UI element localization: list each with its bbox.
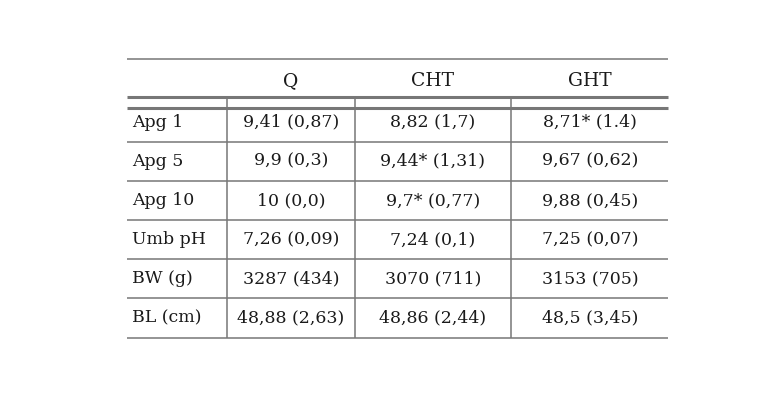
Text: 8,71* (1.4): 8,71* (1.4) xyxy=(543,114,637,130)
Text: Umb pH: Umb pH xyxy=(132,231,206,248)
Text: 9,9 (0,3): 9,9 (0,3) xyxy=(254,153,328,170)
Text: 10 (0,0): 10 (0,0) xyxy=(257,192,325,209)
Text: 9,41 (0,87): 9,41 (0,87) xyxy=(243,114,339,130)
Text: 9,7* (0,77): 9,7* (0,77) xyxy=(386,192,480,209)
Text: BL (cm): BL (cm) xyxy=(132,310,201,327)
Text: BW (g): BW (g) xyxy=(132,270,193,287)
Text: Apg 5: Apg 5 xyxy=(132,153,184,170)
Text: 9,67 (0,62): 9,67 (0,62) xyxy=(542,153,638,170)
Text: GHT: GHT xyxy=(568,72,612,90)
Text: 48,5 (3,45): 48,5 (3,45) xyxy=(542,310,638,327)
Text: 9,88 (0,45): 9,88 (0,45) xyxy=(542,192,638,209)
Text: 7,24 (0,1): 7,24 (0,1) xyxy=(390,231,476,248)
Text: 8,82 (1,7): 8,82 (1,7) xyxy=(390,114,476,130)
Text: Apg 1: Apg 1 xyxy=(132,114,183,130)
Text: 48,88 (2,63): 48,88 (2,63) xyxy=(238,310,345,327)
Text: 7,26 (0,09): 7,26 (0,09) xyxy=(243,231,339,248)
Text: Apg 10: Apg 10 xyxy=(132,192,194,209)
Text: 3153 (705): 3153 (705) xyxy=(542,270,638,287)
Text: 48,86 (2,44): 48,86 (2,44) xyxy=(380,310,487,327)
Text: CHT: CHT xyxy=(411,72,455,90)
Text: 3070 (711): 3070 (711) xyxy=(385,270,481,287)
Text: 7,25 (0,07): 7,25 (0,07) xyxy=(542,231,638,248)
Text: Q: Q xyxy=(283,72,298,90)
Text: 3287 (434): 3287 (434) xyxy=(243,270,339,287)
Text: 9,44* (1,31): 9,44* (1,31) xyxy=(380,153,486,170)
